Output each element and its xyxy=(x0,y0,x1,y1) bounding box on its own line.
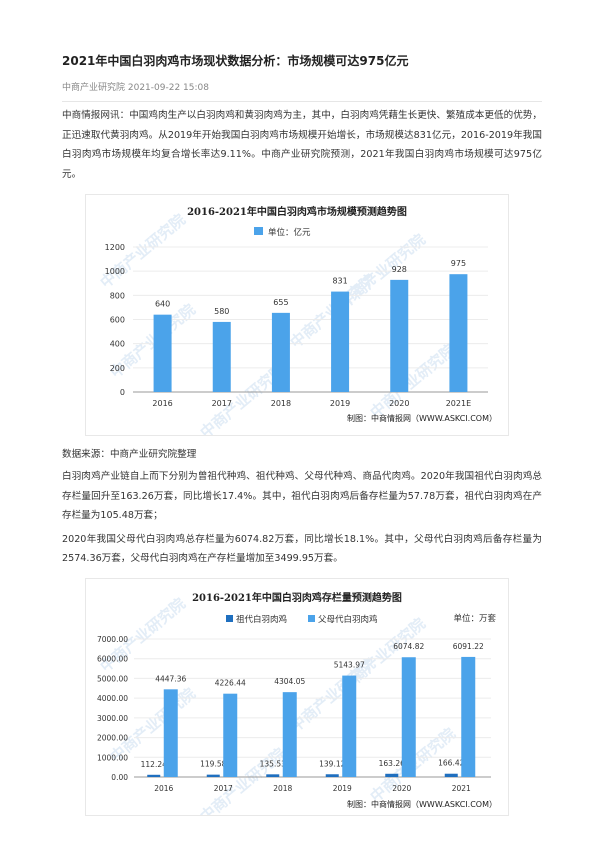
bar-value-label: 4226.44 xyxy=(215,679,246,688)
bars: 640 580 655 831 928 975 xyxy=(153,259,468,392)
article-meta: 中商产业研究院 2021-09-22 15:08 xyxy=(62,83,209,93)
chart-market-size-svg: 中商产业研究院中商产业研究院中商产业研究院中商产业研究院中商产业研究院中商产业研… xyxy=(97,205,497,435)
chart-market-size: 中商产业研究院中商产业研究院中商产业研究院中商产业研究院中商产业研究院中商产业研… xyxy=(85,194,509,436)
paragraph-parent: 2020年我国父母代白羽肉鸡总存栏量为6074.82万套，同比增长18.1%。其… xyxy=(62,533,542,565)
legend-swatch xyxy=(254,227,263,235)
legend-label-series-2: 父母代白羽肉鸡 xyxy=(318,614,378,625)
bar-value-label: 163.26 xyxy=(379,759,405,768)
legend-swatch-series-2 xyxy=(308,615,315,622)
bar-grandparent xyxy=(325,774,339,777)
x-axis-ticks: 2016 2017 2018 2019 2020 2021 xyxy=(154,784,471,793)
x-tick-label: 2021E xyxy=(446,399,471,408)
legend-label: 单位：亿元 xyxy=(268,227,311,238)
watermark-text: 中商产业研究院 xyxy=(367,341,459,422)
chart-footer: 制图：中商情报网（WWW.ASKCI.COM） xyxy=(347,799,497,809)
body-text: 白羽肉鸡产业链自上而下分别为曾祖代种鸡、祖代种鸡、父母代种鸡、商品代肉鸡。202… xyxy=(62,467,542,569)
bar-parent xyxy=(282,692,297,777)
bar-value-label: 6074.82 xyxy=(393,642,424,651)
y-tick-label: 7000.00 xyxy=(97,635,128,644)
article: 2021年中国白羽肉鸡市场现状数据分析：市场规模可达975亿元 中商产业研究院 … xyxy=(62,52,542,184)
bar-parent xyxy=(401,657,416,777)
bar-value-label: 5143.97 xyxy=(334,661,365,670)
y-tick-label: 800 xyxy=(110,291,125,300)
gridlines xyxy=(134,638,491,778)
legend-label-series-1: 祖代白羽肉鸡 xyxy=(236,614,287,625)
bar-value-label: 112.24 xyxy=(141,760,167,769)
y-tick-label: 400 xyxy=(110,340,125,349)
x-tick-label: 2017 xyxy=(214,784,233,793)
y-tick-label: 5000.00 xyxy=(97,674,128,683)
x-tick-label: 2018 xyxy=(271,399,291,408)
y-tick-label: 6000.00 xyxy=(97,655,128,664)
bar-value-label: 975 xyxy=(451,259,466,268)
bar-parent xyxy=(163,689,178,777)
x-tick-label: 2020 xyxy=(392,784,411,793)
y-tick-label: 4000.00 xyxy=(97,694,128,703)
bar-value-label: 928 xyxy=(392,265,407,274)
chart-unit: 单位：万套 xyxy=(453,613,496,624)
bar-grandparent xyxy=(266,774,280,777)
bar-value-label: 4304.05 xyxy=(274,677,305,686)
bar-grandparent xyxy=(385,773,399,777)
y-axis-ticks: 1200 1000 800 600 400 200 0 xyxy=(105,243,125,397)
divider xyxy=(62,101,542,102)
bar xyxy=(449,274,468,392)
article-title: 2021年中国白羽肉鸡市场现状数据分析：市场规模可达975亿元 xyxy=(62,54,409,68)
bar xyxy=(271,312,290,392)
chart-stock-svg: 中商产业研究院中商产业研究院中商产业研究院中商产业研究院中商产业研究院中商产业研… xyxy=(97,591,497,815)
bar-grandparent xyxy=(444,773,458,777)
bar-value-label: 119.58 xyxy=(200,760,226,769)
paragraph-grandparent: 白羽肉鸡产业链自上而下分别为曾祖代种鸡、祖代种鸡、父母代种鸡、商品代肉鸡。202… xyxy=(62,471,542,521)
data-source: 数据来源：中商产业研究院整理 xyxy=(62,449,197,460)
y-tick-label: 1000.00 xyxy=(97,753,128,762)
y-tick-label: 0.00 xyxy=(111,773,128,782)
bar xyxy=(331,291,350,392)
bar-value-label: 6091.22 xyxy=(453,642,484,651)
watermark-text: 中商产业研究院 xyxy=(197,745,289,815)
bar xyxy=(153,314,172,392)
y-tick-label: 1000 xyxy=(105,267,125,276)
gridlines xyxy=(133,246,488,393)
x-axis-ticks: 2016 2017 2018 2019 2020 2021E xyxy=(152,399,471,408)
bars: 112.24 119.58 135.53 139.12 163.26 166.42 4447… xyxy=(141,642,484,777)
x-tick-label: 2019 xyxy=(333,784,352,793)
y-tick-label: 2000.00 xyxy=(97,734,128,743)
y-tick-label: 0 xyxy=(120,388,125,397)
bar-grandparent xyxy=(206,774,220,777)
bar-value-label: 580 xyxy=(214,307,229,316)
bar-value-label: 831 xyxy=(332,277,347,286)
bar-parent xyxy=(461,656,476,777)
x-tick-label: 2020 xyxy=(389,399,409,408)
bar-value-label: 640 xyxy=(155,300,170,309)
bar-parent xyxy=(223,693,238,777)
chart-title: 2016-2021年中国白羽肉鸡市场规模预测趋势图 xyxy=(187,205,407,218)
bar xyxy=(390,279,409,392)
bar-value-label: 166.42 xyxy=(438,759,464,768)
legend-swatch-series-1 xyxy=(226,615,233,622)
y-tick-label: 600 xyxy=(110,316,125,325)
bar-value-label: 4447.36 xyxy=(155,674,186,683)
chart-footer: 制图：中商情报网（WWW.ASKCI.COM） xyxy=(347,413,497,423)
paragraph-intro: 中商情报网讯：中国鸡肉生产以白羽肉鸡和黄羽肉鸡为主，其中，白羽肉鸡凭藉生长更快、… xyxy=(62,110,542,180)
y-tick-label: 1200 xyxy=(105,243,125,252)
chart-stock: 中商产业研究院中商产业研究院中商产业研究院中商产业研究院中商产业研究院中商产业研… xyxy=(85,578,509,816)
y-axis-ticks: 7000.00 6000.00 5000.00 4000.00 3000.00 2000.… xyxy=(97,635,128,782)
x-tick-label: 2019 xyxy=(330,399,350,408)
bar-value-label: 655 xyxy=(273,298,288,307)
y-tick-label: 3000.00 xyxy=(97,714,128,723)
y-tick-label: 200 xyxy=(110,364,125,373)
x-tick-label: 2018 xyxy=(273,784,292,793)
bar-grandparent xyxy=(147,774,161,777)
bar xyxy=(212,321,231,392)
chart-title: 2016-2021年中国白羽肉鸡存栏量预测趋势图 xyxy=(192,591,402,604)
x-tick-label: 2016 xyxy=(152,399,172,408)
x-tick-label: 2016 xyxy=(154,784,173,793)
bar-parent xyxy=(342,675,357,777)
bar-value-label: 139.12 xyxy=(319,759,345,768)
x-tick-label: 2021 xyxy=(452,784,471,793)
bar-value-label: 135.53 xyxy=(260,759,286,768)
x-tick-label: 2017 xyxy=(212,399,232,408)
